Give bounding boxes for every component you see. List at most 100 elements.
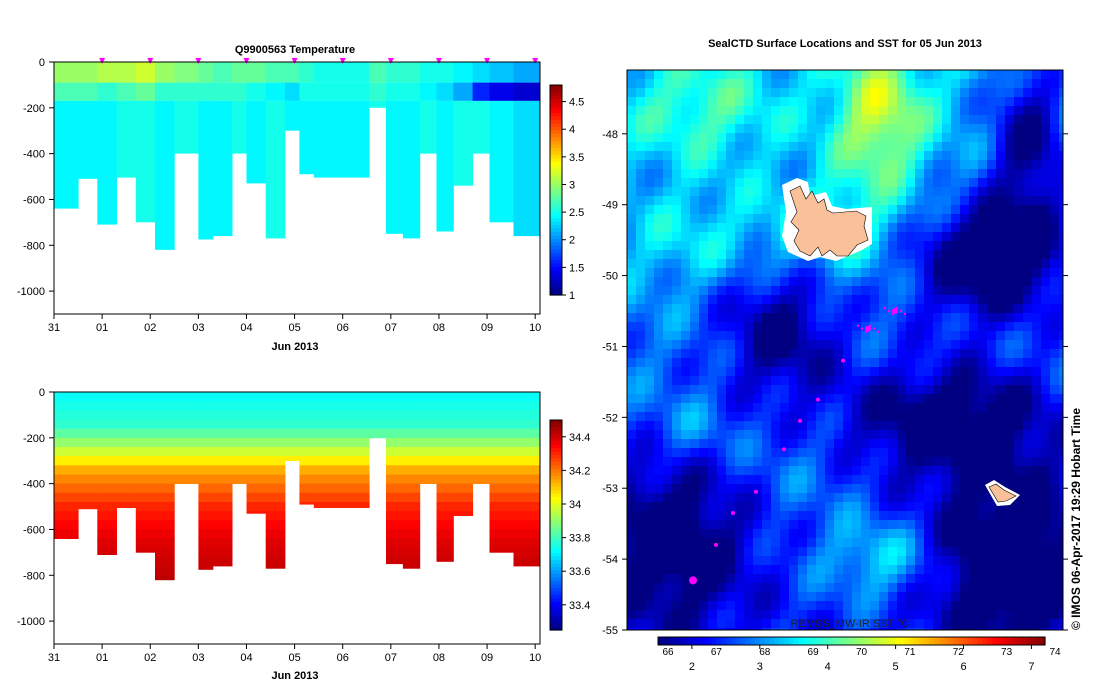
sst-cell	[834, 574, 844, 584]
sst-cell	[636, 376, 646, 386]
sst-cell	[1005, 367, 1015, 377]
salinity-cell	[285, 419, 300, 429]
sst-cell	[681, 556, 691, 566]
sst-cell	[996, 376, 1006, 386]
salinity-cell	[155, 447, 175, 457]
sst-cell	[1041, 70, 1051, 80]
sst-cell	[672, 169, 682, 179]
sst-cell	[897, 214, 907, 224]
sst-cell	[843, 178, 853, 188]
sst-cell	[897, 205, 907, 215]
sst-cell	[870, 520, 880, 530]
sst-cell	[915, 295, 925, 305]
sst-cell	[798, 268, 808, 278]
salinity-cell	[135, 520, 156, 530]
sst-cell	[924, 313, 934, 323]
salinity-cell	[198, 547, 214, 558]
sst-cell	[780, 394, 790, 404]
sst-cell	[897, 475, 907, 485]
salinity-cell	[198, 410, 214, 420]
salinity-cell	[54, 428, 79, 439]
salinity-panel: 31 01 02 03 04 05 06 07 08 09 10 0-200-400-600-800…	[17, 387, 591, 682]
sst-cell	[1032, 349, 1042, 359]
sst-cell	[735, 115, 745, 125]
sst-cell	[645, 295, 655, 305]
sst-cell	[717, 88, 727, 98]
sst-cell	[807, 295, 817, 305]
sst-cell	[789, 169, 799, 179]
sst-cell	[951, 457, 961, 467]
sst-cell	[762, 124, 772, 134]
sst-cell	[726, 529, 736, 539]
salinity-cell	[135, 465, 156, 475]
sst-cell	[1050, 403, 1060, 413]
sst-cell	[1014, 349, 1024, 359]
temperature-cell	[436, 82, 454, 101]
sst-cell	[987, 169, 997, 179]
sst-cell	[996, 601, 1006, 611]
sst-cell	[816, 340, 826, 350]
sst-cell	[870, 403, 880, 413]
sst-cell	[942, 592, 952, 602]
sst-cell	[1059, 619, 1063, 629]
sst-cell	[1059, 628, 1063, 630]
sst-cell	[1032, 457, 1042, 467]
sst-cell	[843, 439, 853, 449]
temperature-colorbar-swatch	[550, 99, 562, 104]
sst-cell	[681, 232, 691, 242]
sst-cell	[861, 349, 871, 359]
sst-cell	[1032, 538, 1042, 548]
sst-cell	[951, 250, 961, 260]
sst-cell	[942, 196, 952, 206]
sst-cell	[681, 565, 691, 575]
sst-cell	[789, 502, 799, 512]
sst-cell	[942, 484, 952, 494]
sst-cell	[627, 367, 637, 377]
sst-cell	[708, 313, 718, 323]
sst-cell	[879, 610, 889, 620]
sst-cell	[636, 412, 646, 422]
sst-cell	[825, 511, 835, 521]
temperature-colorbar-swatch	[550, 102, 562, 107]
sst-cell	[834, 475, 844, 485]
sst-cell	[708, 538, 718, 548]
sst-cell	[780, 178, 790, 188]
sst-cell	[897, 430, 907, 440]
sst-colorbar-swatch	[846, 637, 853, 645]
sst-cell	[1014, 367, 1024, 377]
salinity-cell	[97, 474, 117, 484]
sst-cell	[888, 421, 898, 431]
sst-cell	[807, 394, 817, 404]
salinity-x-tick-label: 01	[96, 652, 108, 664]
sst-cell	[654, 124, 664, 134]
sst-cell	[924, 619, 934, 629]
salinity-cell	[54, 529, 79, 539]
sst-cell	[1005, 529, 1015, 539]
sst-cell	[681, 610, 691, 620]
sst-cell	[1050, 124, 1060, 134]
sst-cell	[987, 547, 997, 557]
salinity-cell	[386, 392, 404, 402]
salinity-cell	[198, 538, 214, 549]
sst-cell	[663, 358, 673, 368]
salinity-cell	[135, 419, 156, 429]
sst-cell	[996, 304, 1006, 314]
sst-cell	[834, 376, 844, 386]
sst-cell	[744, 511, 754, 521]
sst-cell	[690, 259, 700, 269]
sst-cell	[987, 592, 997, 602]
sst-cell	[915, 250, 925, 260]
sst-cell	[825, 520, 835, 530]
sst-cell	[951, 178, 961, 188]
sst-cell	[1041, 196, 1051, 206]
sst-cell	[924, 367, 934, 377]
sst-cell	[996, 268, 1006, 278]
sst-cell	[654, 295, 664, 305]
sst-cell	[1059, 106, 1063, 116]
sst-cell	[888, 160, 898, 170]
sst-cell	[843, 565, 853, 575]
sst-cell	[735, 70, 745, 80]
sst-cell	[852, 358, 862, 368]
sst-cell	[789, 538, 799, 548]
sst-cell	[1050, 169, 1060, 179]
